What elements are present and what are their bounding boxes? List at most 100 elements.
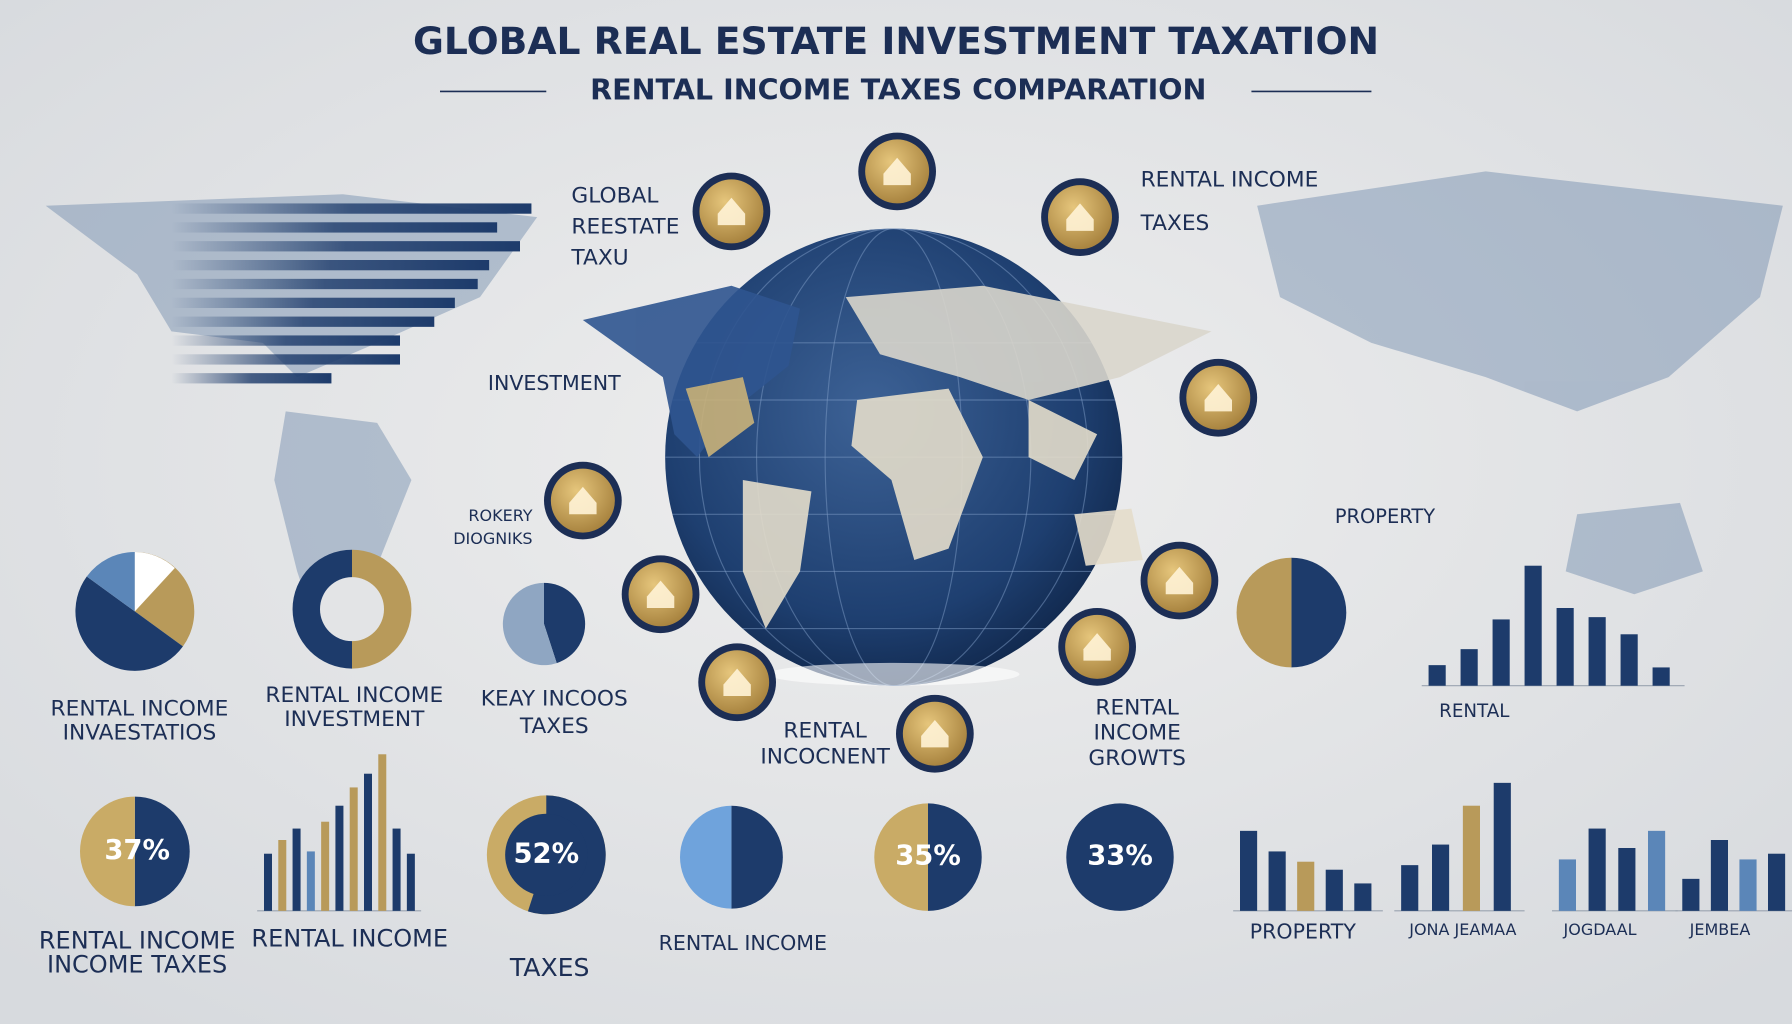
bar [171,203,532,214]
pie-slice [928,803,982,911]
label: INCOCNENT [760,745,890,770]
label: RENTAL INCOME [265,683,443,708]
coin-icon [1083,633,1111,661]
bar [306,851,315,911]
label: INCOME [1093,721,1180,746]
subtitle: RENTAL INCOME TAXES COMPARATION [590,72,1206,106]
coin [1179,358,1258,437]
bar [171,354,400,365]
bar [171,316,435,327]
label: INVESTMENT [284,707,425,732]
label: RENTAL [1095,696,1179,721]
label: GLOBAL [571,184,658,209]
bar [406,853,415,911]
label: JOGDAAL [1563,920,1637,939]
label: RENTAL INCOME [251,924,448,952]
coin [692,172,771,251]
bar [1325,869,1343,911]
globe-shine [768,662,1020,686]
bar [1428,665,1446,686]
percent-label: 35% [895,841,961,872]
donut-hole [320,577,384,642]
bar [1297,861,1315,911]
label: GROWTS [1088,746,1185,771]
pie-slice [80,796,135,907]
coin [858,132,936,211]
label: DIOGNIKS [453,529,532,548]
coin-icon [723,668,751,696]
pie-slice [1291,557,1347,668]
bar [1524,565,1542,686]
coin-icon [717,197,746,226]
label: INCOME TAXES [47,951,227,979]
title: GLOBAL REAL ESTATE INVESTMENT TAXATION [413,19,1379,63]
pie-graphics [75,549,1347,915]
bar [1493,782,1511,911]
bar-chart [257,754,422,912]
label: TAXU [570,245,628,270]
labels: GLOBAL REESTATE TAXU RENTAL INCOME TAXES INVE… [39,168,1751,983]
label: RENTAL INCOME [659,931,827,955]
pie-full [1066,803,1174,911]
label: KEAY INCOOS [481,686,628,711]
coin-icon [646,580,675,608]
bar [1682,878,1700,911]
pie-highlight [134,552,175,612]
coin-icon [569,486,597,515]
label: RENTAL INCOME [51,697,229,722]
coin [1041,178,1119,256]
percent-label: 52% [513,838,579,869]
label: TAXES [509,953,590,982]
bar-chart [1394,782,1525,912]
label: TAXES [519,714,589,739]
bar [292,828,301,911]
bar [392,828,401,911]
pie-slice [134,796,190,907]
coin [698,643,776,722]
bar [1739,859,1757,911]
bar [171,260,490,271]
percent-label: 37% [104,835,170,866]
pie-slice [75,576,183,671]
bar [1268,851,1286,911]
bar [1648,830,1666,911]
coin [1140,541,1219,620]
bar [335,805,344,911]
bar-chart [1421,565,1685,687]
coin-icon [1066,203,1094,231]
coin [621,555,700,634]
coin-icon [1204,384,1232,412]
label: REESTATE [571,214,679,239]
bar [171,278,478,290]
globe-continents [582,285,1212,629]
bar [171,335,400,346]
bar-chart [1675,840,1792,912]
bar-chart [171,203,532,384]
bar [1462,805,1480,911]
coin [896,694,974,773]
charts [171,203,1792,912]
bar [171,241,520,252]
bar [1401,865,1419,911]
pie-slice [86,552,135,612]
label: RENTAL INCOME [39,927,236,955]
bar [321,821,330,911]
map-australia [1565,502,1703,595]
label: RENTAL [783,718,867,743]
label: RENTAL INCOME [1141,168,1319,193]
bar [278,840,287,911]
bar-chart [1233,830,1383,912]
pie-slice [544,582,586,664]
bar [1710,840,1728,911]
bar [171,373,332,384]
bar [1432,844,1450,911]
coin-icon [1165,566,1194,595]
label: TAXES [1140,211,1210,236]
bar [1588,617,1606,686]
label: INVESTMENT [488,371,621,395]
label: RENTAL [1439,701,1510,722]
coin [1058,608,1136,686]
